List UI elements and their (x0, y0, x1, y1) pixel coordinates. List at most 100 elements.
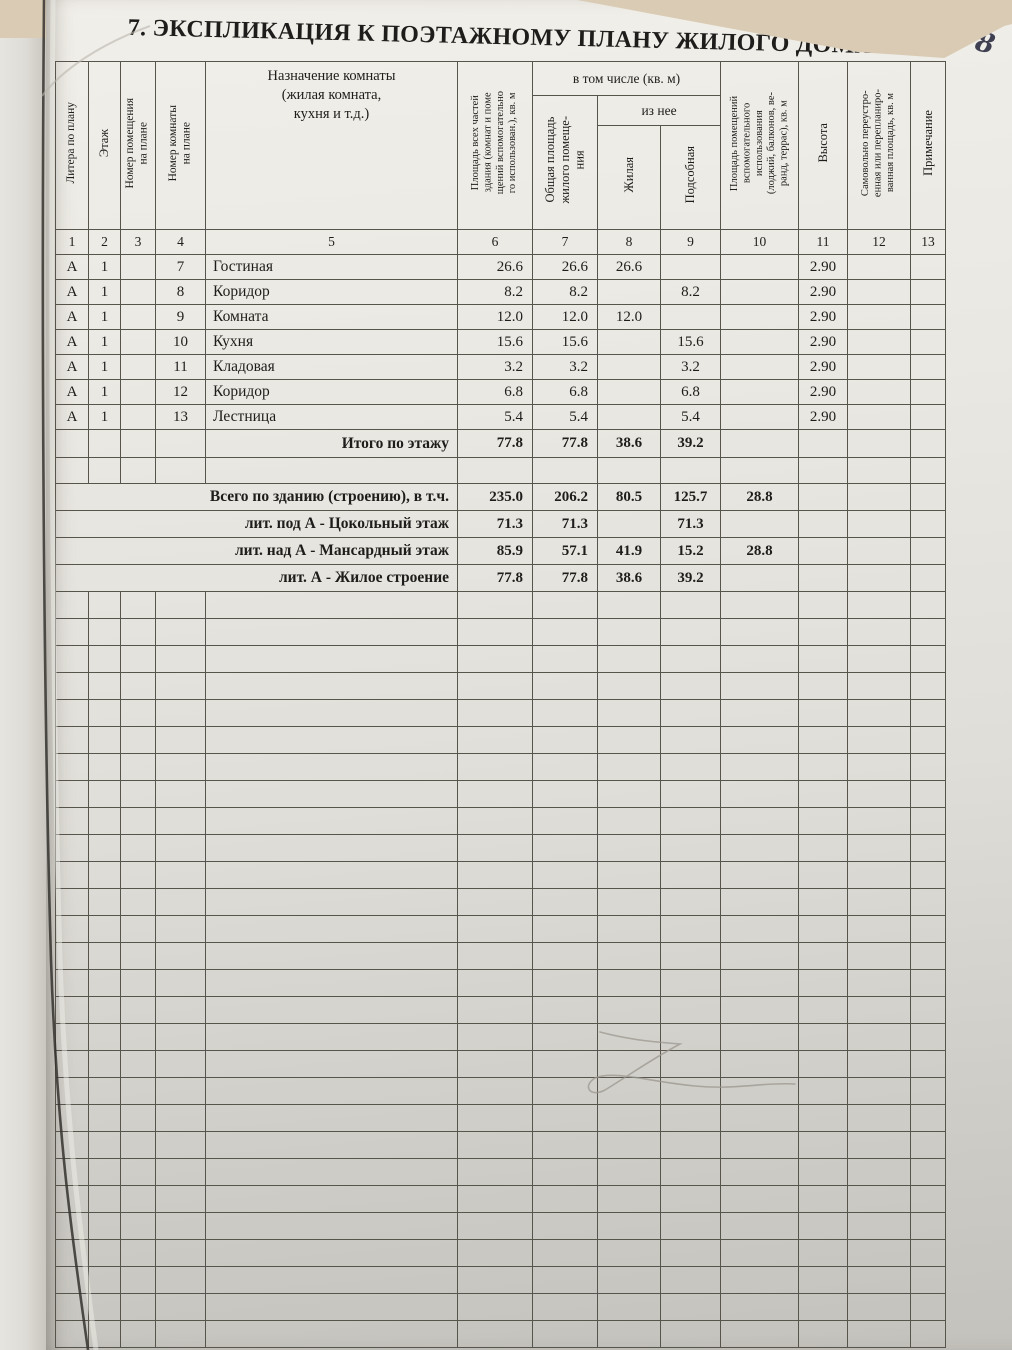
summary-aux-use-area-cell: 28.8 (720, 537, 800, 565)
empty-row (55, 888, 947, 916)
empty-cell (457, 834, 533, 862)
empty-cell (597, 1185, 661, 1213)
empty-cell (155, 591, 206, 619)
empty-cell (597, 645, 661, 673)
floor-total-subsidiary-area: 39.2 (659, 429, 722, 458)
empty-cell (205, 861, 458, 889)
empty-cell (847, 726, 912, 754)
empty-cell (597, 1158, 661, 1186)
empty-row (55, 861, 947, 889)
empty-cell (720, 618, 800, 646)
empty-cell (55, 861, 89, 889)
page-title: 7. ЭКСПЛИКАЦИЯ К ПОЭТАЖНОМУ ПЛАНУ ЖИЛОГО… (127, 14, 873, 60)
empty-row (55, 1023, 947, 1051)
empty-cell (155, 429, 206, 458)
summary-subsidiary-area-cell: 125.7 (659, 483, 722, 511)
empty-cell (910, 1104, 947, 1132)
empty-cell (720, 1293, 800, 1321)
empty-cell (720, 429, 800, 458)
common-area-cell: 3.2 (532, 354, 598, 380)
empty-cell (457, 915, 533, 943)
empty-cell (55, 699, 89, 727)
empty-cell (532, 457, 598, 484)
empty-cell (55, 942, 89, 970)
empty-row (55, 1131, 947, 1159)
empty-cell (120, 645, 156, 673)
height-cell: 2.90 (798, 354, 849, 380)
empty-cell (659, 1158, 722, 1186)
empty-cell (910, 564, 947, 592)
empty-cell (457, 1158, 533, 1186)
empty-cell (597, 861, 661, 889)
floor-cell: 1 (88, 354, 121, 380)
empty-cell (120, 1158, 156, 1186)
empty-cell (88, 1212, 121, 1240)
empty-cell (720, 1185, 800, 1213)
room-row: А 1 13 Лестница 5.4 5.4 5.4 2.90 (55, 404, 947, 430)
empty-cell (847, 834, 912, 862)
empty-cell (597, 1212, 661, 1240)
empty-cell (847, 807, 912, 835)
subsidiary-area-cell: 3.2 (659, 354, 722, 380)
empty-cell (457, 1266, 533, 1294)
empty-cell (798, 1104, 849, 1132)
empty-cell (55, 1320, 89, 1348)
empty-row (55, 1158, 947, 1186)
empty-cell (205, 1185, 458, 1213)
empty-cell (798, 1266, 849, 1294)
empty-cell (55, 1266, 89, 1294)
empty-cell (720, 861, 800, 889)
summary-aux-use-area-cell (720, 564, 800, 592)
handwritten-page-number: 8 (972, 26, 998, 61)
litera-cell: А (55, 379, 89, 405)
empty-cell (205, 1158, 458, 1186)
empty-cell (659, 726, 722, 754)
floor-cell: 1 (88, 404, 121, 430)
living-area-cell: 26.6 (597, 254, 661, 280)
empty-cell (120, 996, 156, 1024)
room-number-cell: 7 (155, 254, 206, 280)
empty-cell (205, 1266, 458, 1294)
empty-cell (155, 457, 206, 484)
empty-cell (798, 780, 849, 808)
empty-cell (910, 457, 947, 484)
empty-cell (659, 1266, 722, 1294)
empty-cell (457, 1239, 533, 1267)
room-name-cell: Комната (205, 304, 458, 330)
empty-cell (798, 618, 849, 646)
empty-cell (720, 1050, 800, 1078)
empty-cell (659, 672, 722, 700)
empty-cell (88, 942, 121, 970)
empty-cell (88, 1266, 121, 1294)
empty-cell (847, 537, 912, 565)
empty-cell (659, 780, 722, 808)
empty-cell (88, 1239, 121, 1267)
empty-cell (659, 942, 722, 970)
litera-cell: А (55, 329, 89, 355)
empty-cell (798, 1023, 849, 1051)
empty-cell (155, 672, 206, 700)
room-number-cell: 8 (155, 279, 206, 305)
empty-cell (205, 834, 458, 862)
empty-cell (55, 672, 89, 700)
empty-cell (720, 996, 800, 1024)
empty-cell (847, 1239, 912, 1267)
empty-cell (798, 429, 849, 458)
empty-cell (847, 1050, 912, 1078)
empty-cell (120, 457, 156, 484)
living-area-cell (597, 329, 661, 355)
column-number-cell: 13 (910, 229, 947, 255)
empty-cell (88, 429, 121, 458)
empty-cell (910, 618, 947, 646)
empty-cell (155, 645, 206, 673)
empty-cell (597, 780, 661, 808)
empty-cell (720, 1023, 800, 1051)
self-altered-cell (847, 404, 912, 430)
empty-cell (798, 1185, 849, 1213)
empty-cell (120, 1131, 156, 1159)
empty-cell (720, 969, 800, 997)
self-altered-cell (847, 329, 912, 355)
group-header-of-which: из нее (596, 95, 722, 126)
common-area-cell: 5.4 (532, 404, 598, 430)
empty-cell (659, 1077, 722, 1105)
